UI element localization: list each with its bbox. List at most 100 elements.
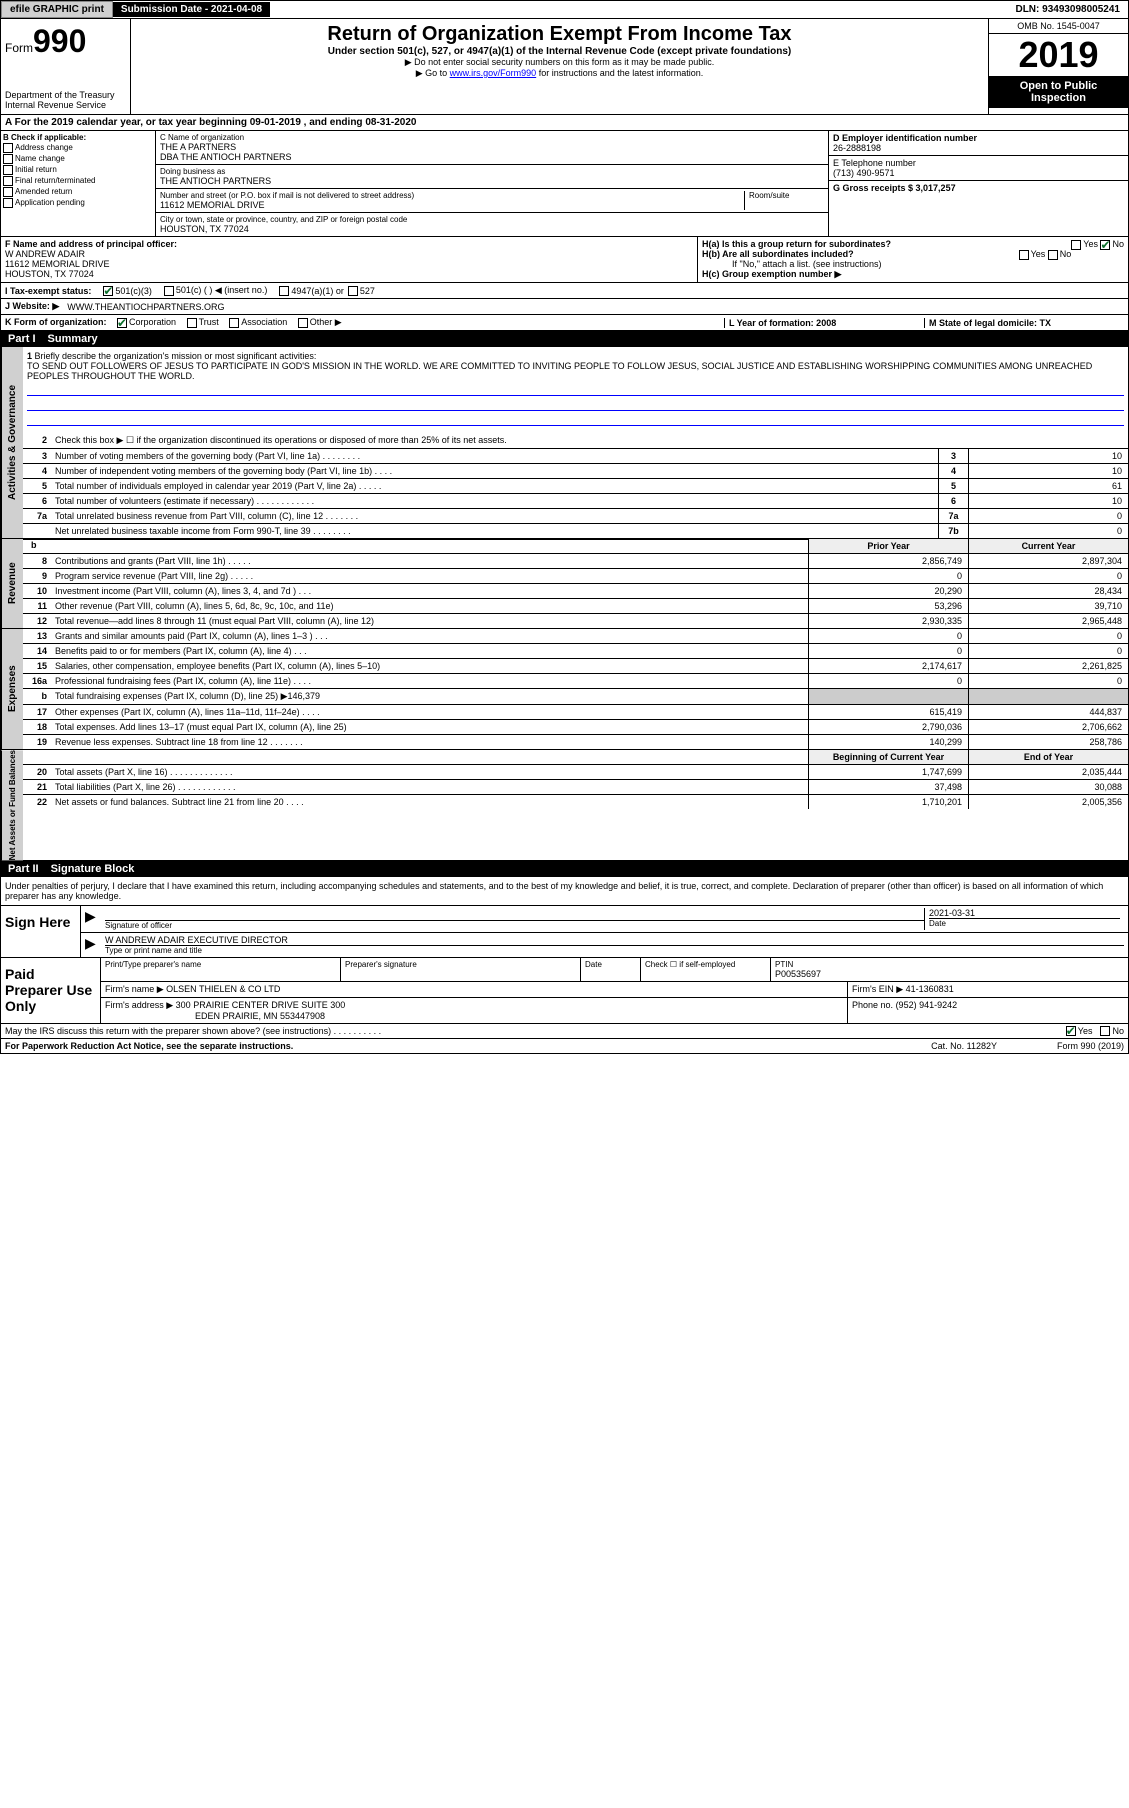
data-line: 12Total revenue—add lines 8 through 11 (… <box>23 614 1128 628</box>
footer-row: For Paperwork Reduction Act Notice, see … <box>0 1039 1129 1054</box>
gross-receipts: G Gross receipts $ 3,017,257 <box>833 183 1124 193</box>
name-caption: Type or print name and title <box>105 945 1124 955</box>
mission-text: TO SEND OUT FOLLOWERS OF JESUS TO PARTIC… <box>27 361 1092 381</box>
data-line: 10Investment income (Part VIII, column (… <box>23 584 1128 599</box>
fh-section: F Name and address of principal officer:… <box>0 237 1129 283</box>
city-state-zip: HOUSTON, TX 77024 <box>160 224 824 234</box>
line-1-num: 1 <box>27 351 32 361</box>
chk-trust: Trust <box>199 317 219 327</box>
revenue-section: Revenue bPrior YearCurrent Year 8Contrib… <box>0 539 1129 629</box>
ptin-label: PTIN <box>775 960 1124 969</box>
box-e-label: E Telephone number <box>833 158 1124 168</box>
data-line: 21Total liabilities (Part X, line 26) . … <box>23 780 1128 795</box>
chk-4947: 4947(a)(1) or <box>291 286 344 296</box>
data-line: 20Total assets (Part X, line 16) . . . .… <box>23 765 1128 780</box>
ein-label: Firm's EIN ▶ <box>852 984 903 994</box>
prep-name-label: Print/Type preparer's name <box>105 960 336 969</box>
tax-year: 2019 <box>989 34 1128 76</box>
data-line: 13Grants and similar amounts paid (Part … <box>23 629 1128 644</box>
data-line: 18Total expenses. Add lines 13–17 (must … <box>23 720 1128 735</box>
hb-note: If "No," attach a list. (see instruction… <box>702 259 1124 269</box>
form-title: Return of Organization Exempt From Incom… <box>135 23 984 46</box>
activity-line: 5Total number of individuals employed in… <box>23 479 1128 494</box>
sig-date: 2021-03-31 <box>929 908 1120 918</box>
data-line: 15Salaries, other compensation, employee… <box>23 659 1128 674</box>
firm-addr1: 300 PRAIRIE CENTER DRIVE SUITE 300 <box>176 1000 346 1010</box>
tax-exempt-status: I Tax-exempt status: 501(c)(3) 501(c) ( … <box>0 283 1129 299</box>
omb-number: OMB No. 1545-0047 <box>989 19 1128 34</box>
box-d-label: D Employer identification number <box>833 133 1124 143</box>
addr-label: Number and street (or P.O. box if mail i… <box>160 191 744 200</box>
expenses-section: Expenses 13Grants and similar amounts pa… <box>0 629 1129 750</box>
year-formation: L Year of formation: 2008 <box>724 318 924 328</box>
ha-label: H(a) Is this a group return for subordin… <box>702 239 891 249</box>
expenses-tab: Expenses <box>1 629 23 749</box>
chk-pending: Application pending <box>15 198 85 207</box>
form-of-org-row: K Form of organization: Corporation Trus… <box>0 315 1129 331</box>
firm-name: OLSEN THIELEN & CO LTD <box>166 984 280 994</box>
efile-button[interactable]: efile GRAPHIC print <box>1 1 113 18</box>
chk-initial-return: Initial return <box>15 165 57 174</box>
officer-name-title: W ANDREW ADAIR EXECUTIVE DIRECTOR <box>105 935 1124 945</box>
discuss-no: No <box>1112 1026 1124 1036</box>
chk-name-change: Name change <box>15 154 65 163</box>
prior-year-hdr: Prior Year <box>808 539 968 553</box>
hc-label: H(c) Group exemption number ▶ <box>702 269 1124 280</box>
ptin-value: P00535697 <box>775 969 1124 979</box>
netassets-section: Net Assets or Fund Balances Beginning of… <box>0 750 1129 861</box>
data-line: 17Other expenses (Part IX, column (A), l… <box>23 705 1128 720</box>
current-year-hdr: Current Year <box>968 539 1128 553</box>
sig-officer-caption: Signature of officer <box>105 920 924 930</box>
data-line: 14Benefits paid to or for members (Part … <box>23 644 1128 659</box>
city-label: City or town, state or province, country… <box>160 215 824 224</box>
org-name-1: THE A PARTNERS <box>160 142 824 152</box>
form-subtitle-1: Under section 501(c), 527, or 4947(a)(1)… <box>135 46 984 57</box>
firm-label: Firm's name ▶ <box>105 984 164 994</box>
box-j-label: J Website: ▶ <box>5 301 59 312</box>
firm-addr-label: Firm's address ▶ <box>105 1000 173 1010</box>
prep-sig-label: Preparer's signature <box>345 960 576 969</box>
open-to-public: Open to Public Inspection <box>989 76 1128 108</box>
data-line: 22Net assets or fund balances. Subtract … <box>23 795 1128 809</box>
data-line: 19Revenue less expenses. Subtract line 1… <box>23 735 1128 749</box>
activity-line: 3Number of voting members of the governi… <box>23 449 1128 464</box>
data-line: 8Contributions and grants (Part VIII, li… <box>23 554 1128 569</box>
sign-here-label: Sign Here <box>1 906 81 957</box>
dln-label: DLN: 93493098005241 <box>1007 2 1128 17</box>
state-domicile: M State of legal domicile: TX <box>924 318 1124 328</box>
officer-addr2: HOUSTON, TX 77024 <box>5 269 693 279</box>
dept-label: Department of the Treasury Internal Reve… <box>5 90 126 110</box>
part1-header: Part ISummary <box>0 331 1129 347</box>
top-bar: efile GRAPHIC print Submission Date - 20… <box>0 0 1129 19</box>
room-label: Room/suite <box>749 191 824 200</box>
chk-501c3: 501(c)(3) <box>115 286 152 296</box>
firm-phone-label: Phone no. <box>852 1000 893 1010</box>
info-section: B Check if applicable: Address change Na… <box>0 131 1129 237</box>
netassets-tab: Net Assets or Fund Balances <box>1 750 23 860</box>
part2-header: Part IISignature Block <box>0 861 1129 877</box>
prep-date-label: Date <box>585 960 636 969</box>
box-b-label: B Check if applicable: <box>3 133 153 142</box>
box-i-label: I Tax-exempt status: <box>5 286 91 296</box>
prep-check-label: Check ☐ if self-employed <box>645 960 766 969</box>
chk-address-change: Address change <box>15 143 73 152</box>
discuss-row: May the IRS discuss this return with the… <box>0 1024 1129 1039</box>
sig-date-caption: Date <box>929 918 1120 928</box>
officer-name: W ANDREW ADAIR <box>5 249 693 259</box>
submission-date-label: Submission Date - 2021-04-08 <box>113 2 270 17</box>
box-f-label: F Name and address of principal officer: <box>5 239 693 249</box>
begin-year-hdr: Beginning of Current Year <box>808 750 968 764</box>
box-k-label: K Form of organization: <box>5 317 107 327</box>
tax-period: A For the 2019 calendar year, or tax yea… <box>0 115 1129 131</box>
chk-501c: 501(c) ( ) ◀ (insert no.) <box>176 285 267 296</box>
instructions-link[interactable]: www.irs.gov/Form990 <box>450 68 537 78</box>
chk-corp: Corporation <box>129 317 176 327</box>
activity-line: 2Check this box ▶ ☐ if the organization … <box>23 433 1128 449</box>
activity-line: Net unrelated business taxable income fr… <box>23 524 1128 538</box>
firm-phone: (952) 941-9242 <box>896 1000 958 1010</box>
phone-value: (713) 490-9571 <box>833 168 1124 178</box>
paid-preparer-label: Paid Preparer Use Only <box>1 958 101 1023</box>
revenue-tab: Revenue <box>1 539 23 628</box>
chk-final-return: Final return/terminated <box>15 176 95 185</box>
website-value: WWW.THEANTIOCHPARTNERS.ORG <box>67 302 224 312</box>
